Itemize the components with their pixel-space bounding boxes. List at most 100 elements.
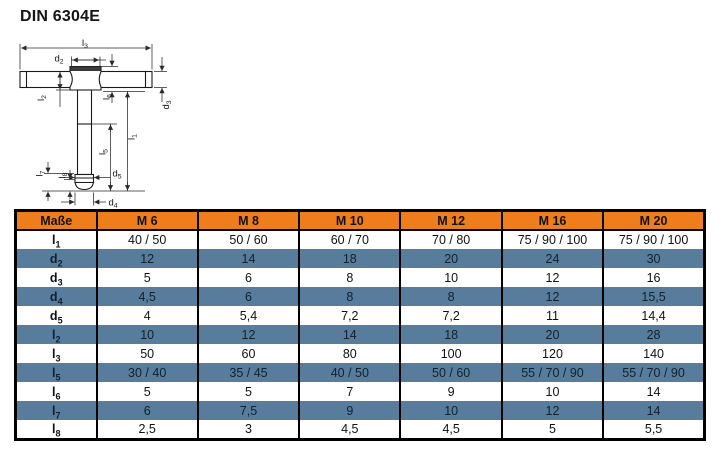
dim-value-cell: 12 xyxy=(500,401,604,420)
corner-header-masse: Maße xyxy=(15,210,97,231)
dim-value-cell: 12 xyxy=(500,268,604,287)
dim-value-cell: 10 xyxy=(399,268,502,287)
dim-value-cell: 5 xyxy=(95,382,198,401)
dimension-labels: l3 d2 l2 l6 d3 l1 l5 d5 l7 l8 d4 xyxy=(35,38,174,210)
pressure-pad-dome xyxy=(74,181,95,191)
row-label-d5: d5 xyxy=(49,308,63,325)
col-header-m16: M 16 xyxy=(500,210,604,231)
dim-value-cell: 8 xyxy=(298,287,401,306)
dim-value-cell: 6 xyxy=(196,268,300,287)
page-title: DIN 6304E xyxy=(20,8,101,25)
dim-label-l8: l8 xyxy=(57,172,69,178)
dim-value-cell: 7,5 xyxy=(196,401,300,420)
dim-value-cell: 12 xyxy=(95,249,198,268)
dim-value-cell: 20 xyxy=(399,249,502,268)
dim-value-cell: 5,5 xyxy=(602,420,705,439)
dim-value-cell: 8 xyxy=(298,268,401,287)
row-label-d2: d2 xyxy=(49,251,63,268)
row-label-l3: l3 xyxy=(52,346,61,363)
dim-value-cell: 140 xyxy=(602,344,705,363)
dim-value-cell: 100 xyxy=(399,344,502,363)
dim-value-cell: 80 xyxy=(298,344,401,363)
dim-value-cell: 14 xyxy=(196,249,300,268)
row-label-l7: l7 xyxy=(52,403,61,420)
dim-value-cell: 24 xyxy=(500,249,604,268)
row-label-d3: d3 xyxy=(49,270,63,287)
dim-value-cell: 75 / 90 / 100 xyxy=(500,230,604,249)
dim-value-cell: 14 xyxy=(602,382,705,401)
table-row-d5: d5 4 5,4 7,2 7,2 11 14,4 xyxy=(15,306,705,325)
dim-value-cell: 40 / 50 xyxy=(95,230,198,249)
technical-drawing: l3 d2 l2 l6 d3 l1 l5 d5 l7 l8 d4 xyxy=(19,38,174,210)
dim-value-cell: 14 xyxy=(602,401,705,420)
dim-label-l7: l7 xyxy=(35,170,47,176)
dimension-lines xyxy=(21,45,165,205)
dim-value-cell: 5,4 xyxy=(196,306,300,325)
dim-value-cell: 4,5 xyxy=(298,420,401,439)
row-label-l6: l6 xyxy=(52,384,61,401)
table-row-l5: l5 30 / 40 35 / 45 40 / 50 50 / 60 55 / 70 / … xyxy=(15,363,705,382)
shaft xyxy=(76,89,93,176)
dim-value-cell: 6 xyxy=(95,401,198,420)
dim-value-cell: 8 xyxy=(399,287,502,306)
table-row-l7: l7 6 7,5 9 10 12 14 xyxy=(15,401,705,420)
dim-value-cell: 18 xyxy=(298,249,401,268)
dim-value-cell: 2,5 xyxy=(95,420,198,439)
row-label-l2: l2 xyxy=(52,327,61,344)
dim-label-d5: d5 xyxy=(113,169,122,181)
dim-value-cell: 4,5 xyxy=(399,420,502,439)
dim-value-cell: 5 xyxy=(95,268,198,287)
dim-value-cell: 30 / 40 xyxy=(95,363,198,382)
dim-value-cell: 4 xyxy=(95,306,198,325)
dim-label-l2: l2 xyxy=(36,95,48,101)
dim-label-d3: d3 xyxy=(161,100,173,109)
dim-value-cell: 30 xyxy=(602,249,705,268)
t-handle-screw xyxy=(19,65,153,191)
dim-value-cell: 70 / 80 xyxy=(399,230,502,249)
dim-value-cell: 60 xyxy=(196,344,300,363)
dim-value-cell: 10 xyxy=(95,325,198,344)
dim-value-cell: 10 xyxy=(500,382,604,401)
col-header-m8: M 8 xyxy=(196,210,300,231)
hub xyxy=(69,65,102,91)
dim-value-cell: 20 xyxy=(500,325,604,344)
dim-value-cell: 16 xyxy=(602,268,705,287)
dim-value-cell: 40 / 50 xyxy=(298,363,401,382)
dim-value-cell: 9 xyxy=(298,401,401,420)
dim-value-cell: 50 xyxy=(95,344,198,363)
dim-value-cell: 120 xyxy=(500,344,604,363)
dim-value-cell: 55 / 70 / 90 xyxy=(500,363,604,382)
table-row-d3: d3 5 6 8 10 12 16 xyxy=(15,268,705,287)
hub-top-band xyxy=(69,66,102,71)
dim-value-cell: 14,4 xyxy=(602,306,705,325)
dim-label-l3: l3 xyxy=(82,38,88,50)
row-label-l8: l8 xyxy=(52,421,61,439)
row-label-l1: l1 xyxy=(52,233,61,250)
dim-label-d4: d4 xyxy=(109,198,118,210)
dim-value-cell: 4,5 xyxy=(95,287,198,306)
dim-value-cell: 18 xyxy=(399,325,502,344)
col-header-m6: M 6 xyxy=(95,210,198,231)
dim-value-cell: 7 xyxy=(298,382,401,401)
dim-value-cell: 10 xyxy=(399,401,502,420)
dim-value-cell: 12 xyxy=(500,287,604,306)
dim-value-cell: 3 xyxy=(196,420,300,439)
table-row-d4: d4 4,5 6 8 8 12 15,5 xyxy=(15,287,705,306)
col-header-m10: M 10 xyxy=(298,210,401,231)
table-row-l3: l3 50 60 80 100 120 140 xyxy=(15,344,705,363)
dim-value-cell: 50 / 60 xyxy=(196,230,300,249)
table-row-l2: l2 10 12 14 18 20 28 xyxy=(15,325,705,344)
dim-value-cell: 55 / 70 / 90 xyxy=(602,363,705,382)
dim-value-cell: 7,2 xyxy=(298,306,401,325)
dim-value-cell: 5 xyxy=(500,420,604,439)
dim-label-l5: l5 xyxy=(98,149,110,155)
dim-label-l6: l6 xyxy=(102,94,114,100)
dim-value-cell: 12 xyxy=(196,325,300,344)
table-row-l6: l6 5 5 7 9 10 14 xyxy=(15,382,705,401)
table-row-l8: l8 2,5 3 4,5 4,5 5 5,5 xyxy=(15,420,705,439)
dim-value-cell: 60 / 70 xyxy=(298,230,401,249)
dim-value-cell: 11 xyxy=(500,306,604,325)
